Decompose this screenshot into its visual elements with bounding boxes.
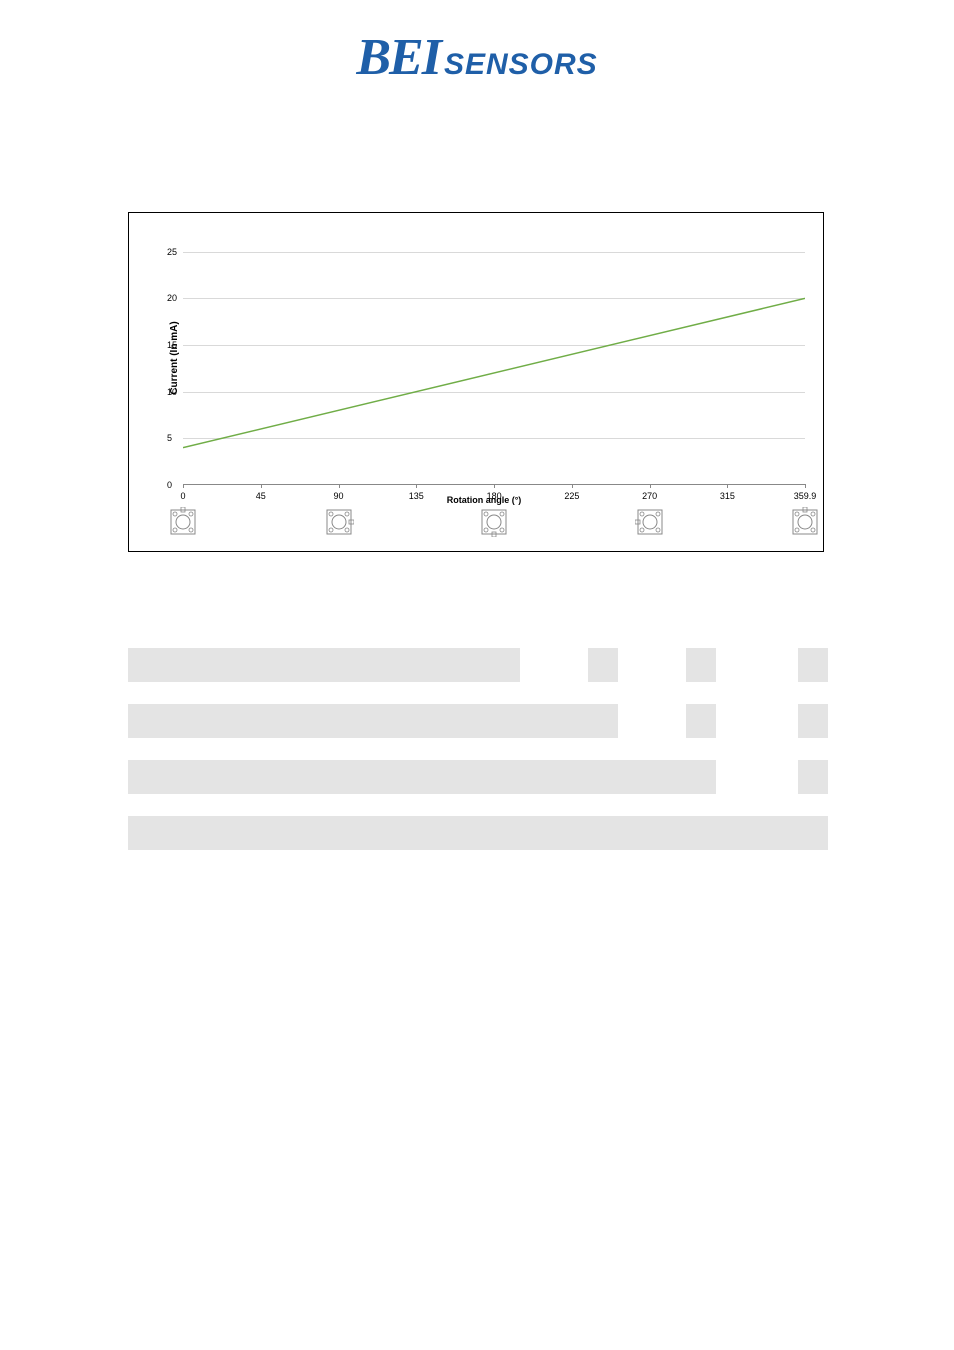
chart-data-line bbox=[183, 233, 805, 485]
y-axis-title: Current (In mA) bbox=[169, 321, 180, 394]
x-tick-label: 90 bbox=[334, 491, 344, 501]
rotation-indicator-icon bbox=[479, 507, 509, 537]
x-tick bbox=[805, 484, 806, 488]
x-tick-label: 270 bbox=[642, 491, 657, 501]
y-tick-label: 20 bbox=[167, 293, 177, 303]
x-axis-title: Rotation angle (°) bbox=[447, 495, 522, 505]
step-bar bbox=[128, 648, 520, 682]
rotation-indicator-icon bbox=[168, 507, 198, 537]
x-tick-label: 45 bbox=[256, 491, 266, 501]
step-strip-right bbox=[798, 704, 828, 738]
y-tick-label: 15 bbox=[167, 340, 177, 350]
x-tick-label: 225 bbox=[564, 491, 579, 501]
step-diagram bbox=[128, 648, 828, 938]
rotation-angle-icons bbox=[183, 507, 803, 541]
rotation-indicator-icon bbox=[635, 507, 665, 537]
x-tick-label: 359.9 bbox=[794, 491, 817, 501]
x-tick-label: 315 bbox=[720, 491, 735, 501]
brand-logo: BEI SENSORS bbox=[356, 28, 597, 87]
step-bar bbox=[128, 760, 716, 794]
step-strip-left bbox=[588, 648, 618, 682]
step-bar bbox=[128, 816, 828, 850]
step-strip-right bbox=[798, 760, 828, 794]
y-tick-label: 25 bbox=[167, 247, 177, 257]
x-tick-label: 135 bbox=[409, 491, 424, 501]
data-series-line bbox=[183, 298, 805, 447]
step-strip-mid bbox=[686, 648, 716, 682]
y-tick-label: 0 bbox=[167, 480, 172, 490]
rotation-indicator-icon bbox=[790, 507, 820, 537]
x-tick-label: 0 bbox=[180, 491, 185, 501]
output-current-chart: Current (In mA) 0510152025 0459013518022… bbox=[128, 212, 824, 552]
step-strip-mid bbox=[686, 704, 716, 738]
step-bar bbox=[128, 704, 618, 738]
logo-text-bei: BEI bbox=[356, 28, 440, 87]
y-tick-label: 5 bbox=[167, 433, 172, 443]
logo-text-sensors: SENSORS bbox=[444, 48, 598, 82]
chart-plot-area: Current (In mA) 0510152025 0459013518022… bbox=[163, 233, 805, 485]
y-tick-label: 10 bbox=[167, 387, 177, 397]
rotation-indicator-icon bbox=[324, 507, 354, 537]
step-strip-right bbox=[798, 648, 828, 682]
